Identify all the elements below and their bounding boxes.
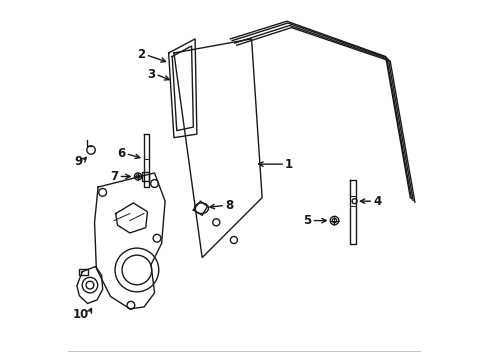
Bar bbox=[142, 172, 149, 181]
Text: 7: 7 bbox=[110, 170, 118, 183]
Text: 4: 4 bbox=[372, 195, 381, 208]
Text: 10: 10 bbox=[72, 307, 88, 320]
Text: 8: 8 bbox=[224, 199, 233, 212]
Text: 9: 9 bbox=[74, 155, 82, 168]
Text: 5: 5 bbox=[303, 214, 311, 227]
Text: 6: 6 bbox=[117, 147, 125, 160]
Text: 1: 1 bbox=[285, 158, 293, 171]
Text: 3: 3 bbox=[147, 68, 155, 81]
Text: 2: 2 bbox=[137, 48, 145, 61]
Bar bbox=[79, 269, 87, 275]
